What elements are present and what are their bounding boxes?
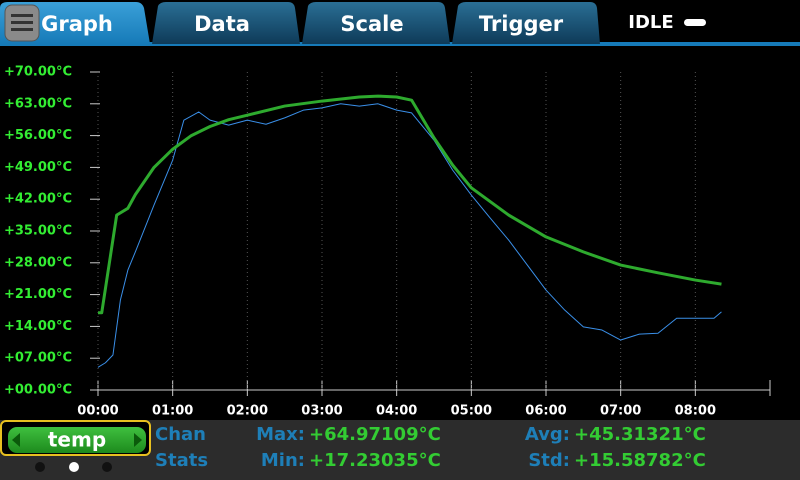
status-icon (684, 19, 706, 26)
x-tick-label: 08:00 (675, 404, 716, 419)
y-tick-label: +70.00°C (4, 65, 72, 80)
y-tick-label: +07.00°C (4, 351, 72, 366)
x-tick-label: 00:00 (77, 404, 118, 419)
tab-label: Graph (41, 12, 113, 36)
stat-value: +15.58782°C (574, 450, 706, 471)
y-tick-label: +35.00°C (4, 224, 72, 239)
y-tick-label: +21.00°C (4, 287, 72, 302)
channel-name: temp (48, 428, 106, 452)
tab[interactable] (152, 2, 300, 44)
tab-label: Data (194, 12, 250, 36)
plot: +00.00°C +07.00°C +14.00°C +21.00°C +28.00°C… (4, 65, 771, 419)
page-dot (69, 462, 79, 472)
next-arrow[interactable] (134, 433, 142, 447)
x-tick-label: 06:00 (525, 404, 566, 419)
stats-title: Stats (155, 450, 208, 471)
y-tick-label: +28.00°C (4, 255, 72, 270)
y-tick-label: +00.00°C (4, 383, 72, 398)
status: IDLE (628, 12, 673, 33)
y-tick-label: +14.00°C (4, 319, 72, 334)
x-tick-label: 05:00 (451, 404, 492, 419)
stat-label: Max: (256, 424, 305, 445)
stat-value: +64.97109°C (309, 424, 441, 445)
x-tick-label: 01:00 (152, 404, 193, 419)
y-tick-label: +63.00°C (4, 96, 72, 111)
stats-title: Chan (155, 424, 206, 445)
menu-icon (11, 21, 33, 24)
x-tick-label: 04:00 (376, 404, 417, 419)
tab[interactable] (452, 2, 600, 44)
channel-button[interactable] (8, 427, 146, 453)
y-tick-label: +49.00°C (4, 160, 72, 175)
tab-label: Trigger (479, 12, 564, 36)
menu-icon (11, 14, 33, 17)
stat-value: +17.23035°C (309, 450, 441, 471)
tab[interactable] (302, 2, 450, 44)
y-tick-label: +56.00°C (4, 128, 72, 143)
x-tick-label: 02:00 (227, 404, 268, 419)
stat-label: Min: (261, 450, 305, 471)
page-dot (35, 462, 45, 472)
prev-arrow[interactable] (12, 433, 20, 447)
x-tick-label: 07:00 (600, 404, 641, 419)
series-line (97, 103, 722, 368)
menu-icon (11, 28, 33, 31)
stat-value: +45.31321°C (574, 424, 706, 445)
stat-label: Avg: (525, 424, 570, 445)
x-tick-label: 03:00 (301, 404, 342, 419)
series-line (98, 94, 722, 315)
stat-label: Std: (528, 450, 570, 471)
tab-label: Scale (340, 12, 403, 36)
page-dot (102, 462, 112, 472)
y-tick-label: +42.00°C (4, 192, 72, 207)
